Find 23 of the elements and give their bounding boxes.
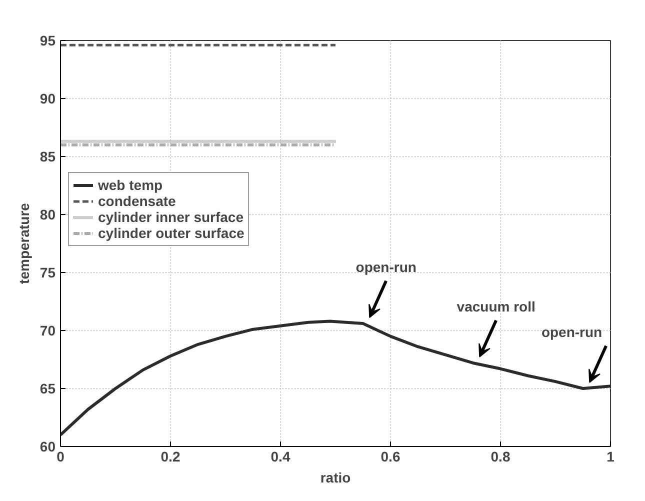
y-axis-title: temperature — [16, 202, 32, 284]
x-tick-label: 1 — [606, 448, 615, 464]
legend-label: condensate — [98, 193, 176, 209]
y-tick-label: 60 — [40, 438, 56, 454]
annotation: open-run — [541, 324, 602, 340]
x-tick-label: 0.2 — [160, 448, 180, 464]
x-tick-label: 0 — [56, 448, 65, 464]
y-tick-label: 95 — [40, 32, 56, 48]
x-tick-label: 0.6 — [380, 448, 400, 464]
annotation: open-run — [356, 258, 416, 275]
legend-label: web temp — [98, 177, 163, 193]
y-tick-label: 70 — [40, 322, 56, 338]
x-axis-title: ratio — [320, 470, 351, 486]
legend-label: cylinder inner surface — [98, 209, 244, 225]
x-tick-label: 0.8 — [490, 448, 510, 464]
y-tick-label: 65 — [40, 380, 56, 396]
annotation: vacuum roll — [456, 298, 536, 314]
legend-label: cylinder outer surface — [98, 225, 244, 241]
y-tick-label: 90 — [40, 90, 56, 106]
y-tick-label: 85 — [40, 148, 56, 164]
y-tick-label: 75 — [40, 264, 56, 280]
y-tick-label: 80 — [40, 206, 56, 222]
x-tick-label: 0.4 — [270, 448, 290, 464]
